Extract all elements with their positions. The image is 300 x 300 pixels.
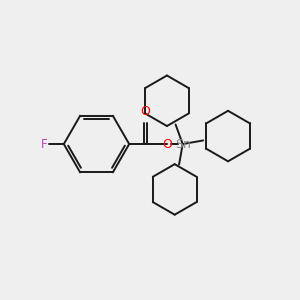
Text: Sn: Sn [175, 138, 190, 151]
Text: O: O [162, 138, 172, 151]
Text: O: O [141, 105, 151, 118]
Text: F: F [41, 138, 47, 151]
